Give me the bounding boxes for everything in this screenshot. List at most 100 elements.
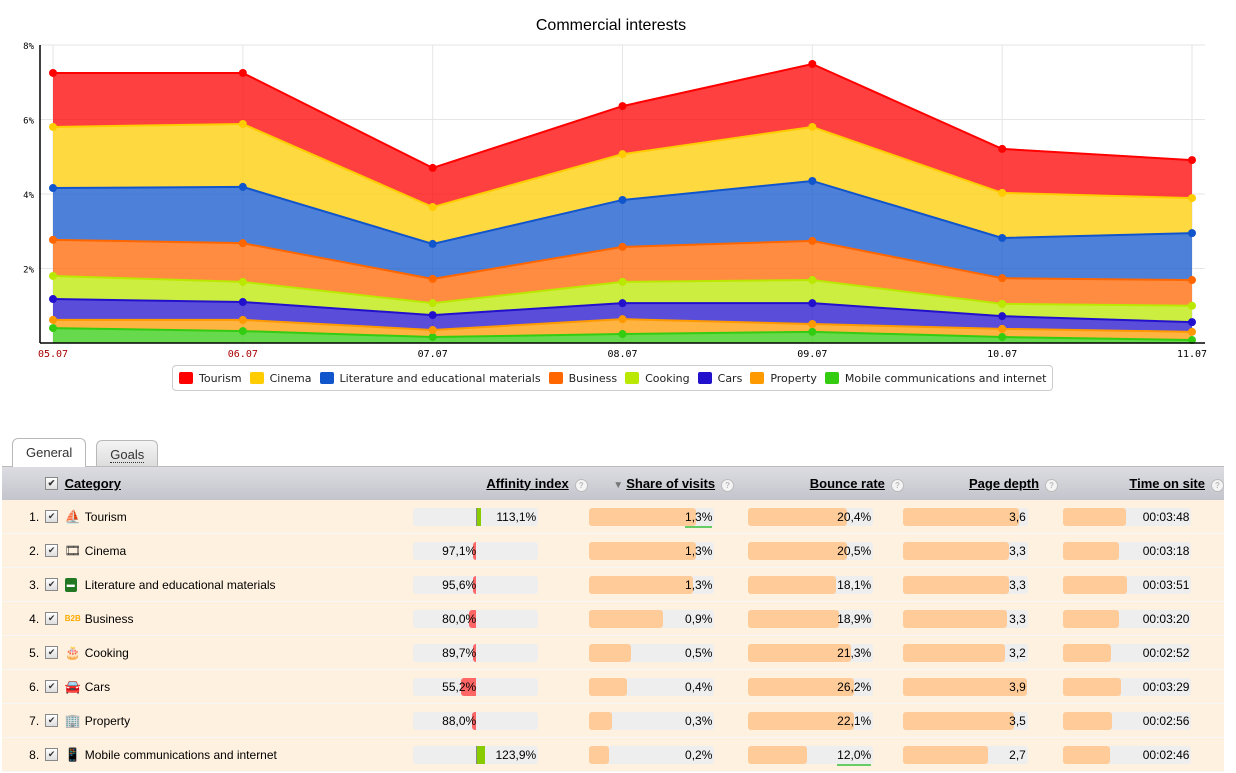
row-checkbox-cell: ✔	[45, 544, 65, 557]
legend-swatch	[824, 372, 839, 384]
affinity-bar: 55,2%	[413, 677, 539, 696]
point-cinema	[428, 203, 437, 212]
tab-goals[interactable]: Goals	[96, 440, 159, 467]
help-icon[interactable]: ?	[574, 478, 588, 492]
legend-item[interactable]: Cinema	[249, 372, 312, 385]
sort-desc-icon: ▼	[613, 479, 624, 491]
help-icon[interactable]: ?	[890, 478, 904, 492]
film-icon: 🎞	[64, 542, 82, 558]
row-checkbox[interactable]: ✔	[45, 748, 59, 761]
help-icon[interactable]: ?	[1211, 478, 1224, 492]
legend-swatch	[697, 372, 712, 384]
affinity-value: 97,1%	[442, 543, 477, 558]
row-checkbox[interactable]: ✔	[45, 714, 59, 727]
sort-time-link[interactable]: Time on site	[1129, 475, 1205, 491]
table-row: 8. ✔ 📱 Mobile communications and internet 12…	[2, 738, 1224, 772]
area-tourism	[53, 63, 1192, 208]
row-checkbox[interactable]: ✔	[45, 544, 59, 557]
point-cooking	[238, 277, 247, 286]
row-checkbox[interactable]: ✔	[45, 578, 59, 591]
header-select-all[interactable]: ✔	[45, 477, 65, 490]
legend-item[interactable]: Literature and educational materials	[319, 372, 541, 385]
header-depth: Page depth?	[904, 475, 1059, 492]
point-cars	[998, 312, 1007, 321]
tab-general-label: General	[26, 445, 73, 460]
affinity-negative-fill	[472, 711, 477, 730]
legend-item[interactable]: Cooking	[625, 372, 690, 385]
y-tick-label: 8%	[23, 42, 34, 52]
affinity-bar: 113,1%	[413, 507, 539, 526]
depth-fill	[902, 575, 1010, 594]
share-cell: 0,5%	[589, 643, 736, 662]
bounce-fill	[748, 575, 836, 594]
legend-item[interactable]: Mobile communications and internet	[824, 372, 1046, 385]
row-number: 8.	[29, 747, 40, 762]
point-business	[238, 239, 247, 248]
area-literature-and-educational-materials	[53, 180, 1192, 281]
row-checkbox[interactable]: ✔	[45, 510, 59, 523]
time-bar: 00:03:18	[1063, 541, 1192, 560]
depth-value: 3,6	[1009, 509, 1026, 524]
y-tick-label: 6%	[23, 117, 34, 127]
time-bar: 00:03:20	[1063, 609, 1192, 628]
sort-depth-link[interactable]: Page depth	[969, 475, 1040, 491]
depth-fill	[902, 711, 1015, 730]
row-checkbox-cell: ✔	[45, 680, 65, 693]
depth-bar: 3,3	[902, 575, 1028, 594]
row-checkbox[interactable]: ✔	[45, 680, 59, 693]
legend-item[interactable]: Property	[750, 372, 817, 385]
depth-fill	[902, 609, 1007, 628]
affinity-negative-fill	[473, 541, 477, 560]
time-cell: 00:03:51	[1057, 575, 1224, 594]
table-row: 1. ✔ ⛵ Tourism 113,1% 1,3% 20,4% 3,6 00:03:48	[2, 500, 1224, 534]
y-tick-label: 4%	[23, 191, 34, 201]
bounce-cell: 18,1%	[736, 575, 903, 594]
point-literature-and-educational-materials	[428, 239, 437, 248]
area-cinema	[53, 123, 1192, 244]
legend-item[interactable]: Tourism	[179, 372, 242, 385]
time-cell: 00:03:18	[1057, 541, 1224, 560]
point-cinema	[49, 122, 57, 131]
legend-swatch	[548, 372, 563, 384]
sort-affinity-link[interactable]: Affinity index	[486, 475, 569, 491]
row-number: 7.	[29, 713, 40, 728]
table-row: 2. ✔ 🎞 Cinema 97,1% 1,3% 20,5% 3,3 00:03:18	[2, 534, 1224, 568]
depth-value: 3,2	[1009, 645, 1026, 660]
table-row: 5. ✔ 🎂 Cooking 89,7% 0,5% 21,3% 3,2 00:02:52	[2, 636, 1224, 670]
row-checkbox[interactable]: ✔	[45, 646, 59, 659]
row-checkbox-cell: ✔	[45, 646, 65, 659]
x-tick-label: 10.07	[987, 349, 1017, 360]
bounce-value: 21,3%	[837, 645, 872, 660]
point-mobile-communications-and-internet	[618, 330, 627, 339]
affinity-positive-fill	[476, 507, 481, 526]
point-literature-and-educational-materials	[49, 184, 57, 193]
bounce-fill	[748, 745, 807, 764]
tab-general[interactable]: General	[12, 438, 87, 467]
help-icon[interactable]: ?	[1045, 478, 1059, 492]
row-number: 3.	[29, 577, 40, 592]
legend-label: Tourism	[199, 371, 242, 385]
depth-fill	[902, 677, 1027, 696]
select-all-checkbox[interactable]: ✔	[45, 477, 59, 490]
affinity-cell: 123,9%	[413, 745, 589, 764]
point-tourism	[998, 144, 1007, 153]
legend-item[interactable]: Business	[548, 372, 617, 385]
table-row: 3. ✔ ▬ Literature and educational materials…	[2, 568, 1224, 602]
row-checkbox[interactable]: ✔	[45, 612, 59, 625]
sort-bounce-link[interactable]: Bounce rate	[809, 475, 885, 491]
sort-category-link[interactable]: Category	[64, 476, 121, 491]
legend-item[interactable]: Cars	[697, 372, 742, 385]
affinity-value: 113,1%	[496, 509, 537, 524]
cake-icon: 🎂	[64, 644, 81, 660]
category-cell: ⛵ Tourism	[65, 509, 413, 525]
share-value: 1,3%	[685, 577, 713, 592]
category-cell: 🎞 Cinema	[65, 543, 413, 559]
affinity-value: 95,6%	[442, 577, 477, 592]
bounce-fill	[748, 677, 855, 696]
help-icon[interactable]: ?	[721, 478, 735, 492]
stacked-area-chart: Commercial interests 05.07 06.07 07.07 08.0…	[23, 17, 1207, 360]
sort-share-link[interactable]: Share of visits	[626, 475, 716, 491]
y-tick-label: 2%	[23, 266, 34, 276]
time-bar: 00:02:56	[1063, 711, 1192, 730]
category-cell: B2B Business	[65, 611, 413, 627]
